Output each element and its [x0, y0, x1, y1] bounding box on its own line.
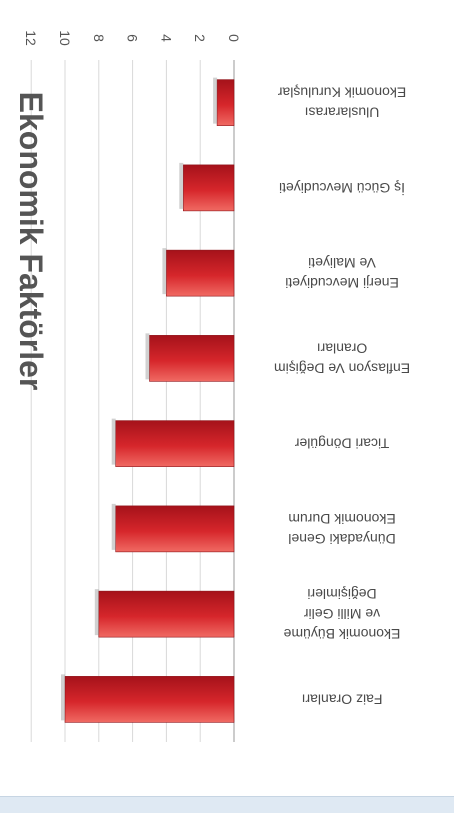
bar-shadow: [213, 77, 218, 124]
bar: [98, 590, 235, 638]
y-tick-label: 4: [158, 34, 174, 42]
y-tick: 8: [91, 34, 107, 42]
bar-shadow: [111, 503, 116, 550]
bar-shadow: [145, 333, 150, 380]
y-tick: 2: [192, 34, 208, 42]
y-tick-label: 10: [57, 30, 73, 46]
y-tick-label: 8: [91, 34, 107, 42]
category-label: Uluslararası: [305, 105, 380, 121]
y-tick: 10: [57, 30, 73, 46]
y-tick-label: 2: [192, 34, 208, 42]
category-label: Enerji Mevcudiyeti: [285, 275, 399, 291]
bar: [115, 420, 235, 467]
bar: [64, 676, 235, 723]
category-label: Oranları: [317, 340, 368, 356]
bottom-strip: [0, 796, 454, 813]
bar-shadow: [111, 418, 116, 465]
category-label: Ve Maliyeti: [308, 255, 376, 271]
y-tick: 6: [125, 34, 141, 42]
category-label: Ekonomik Durum: [288, 511, 395, 527]
bar-shadow: [94, 589, 99, 636]
bar: [115, 505, 235, 553]
y-tick-label: 6: [125, 34, 141, 42]
bar-shadow: [162, 248, 167, 295]
category-label: Ekonomik Büyüme: [283, 626, 400, 642]
category-label: Enflasyon Ve Değişim: [274, 360, 410, 376]
category-label: Faiz Oranları: [302, 691, 383, 707]
category-label: Değişimleri: [307, 586, 376, 602]
bar: [182, 164, 235, 212]
bar-shadow: [61, 674, 65, 721]
y-tick-label: 0: [226, 34, 242, 42]
y-tick: 4: [158, 34, 174, 42]
y-tick-labels: 0 2 4 6 8 10 12: [23, 30, 242, 46]
gridlines: [30, 60, 235, 742]
bar: [149, 335, 235, 382]
bars: [61, 77, 235, 723]
category-label: Ekonomik Kuruluşlar: [277, 85, 406, 101]
y-tick-label: 12: [23, 30, 39, 46]
chart-title: Ekonomik Faktörler: [13, 92, 49, 391]
y-tick: 0: [226, 34, 242, 42]
category-label: Dünyadaki Genel: [288, 531, 395, 547]
category-label: ve Milli Gelir: [304, 606, 381, 622]
category-label: Ticari Döngüler: [294, 436, 389, 452]
category-label: İş Gücü Mevcudiyeti: [279, 180, 405, 197]
bar: [216, 79, 235, 126]
y-tick: 12: [23, 30, 39, 46]
bar-shadow: [179, 162, 184, 209]
bar: [166, 249, 235, 297]
category-labels: Faiz Oranları Ekonomik Büyüme ve Milli Gel…: [274, 85, 410, 708]
